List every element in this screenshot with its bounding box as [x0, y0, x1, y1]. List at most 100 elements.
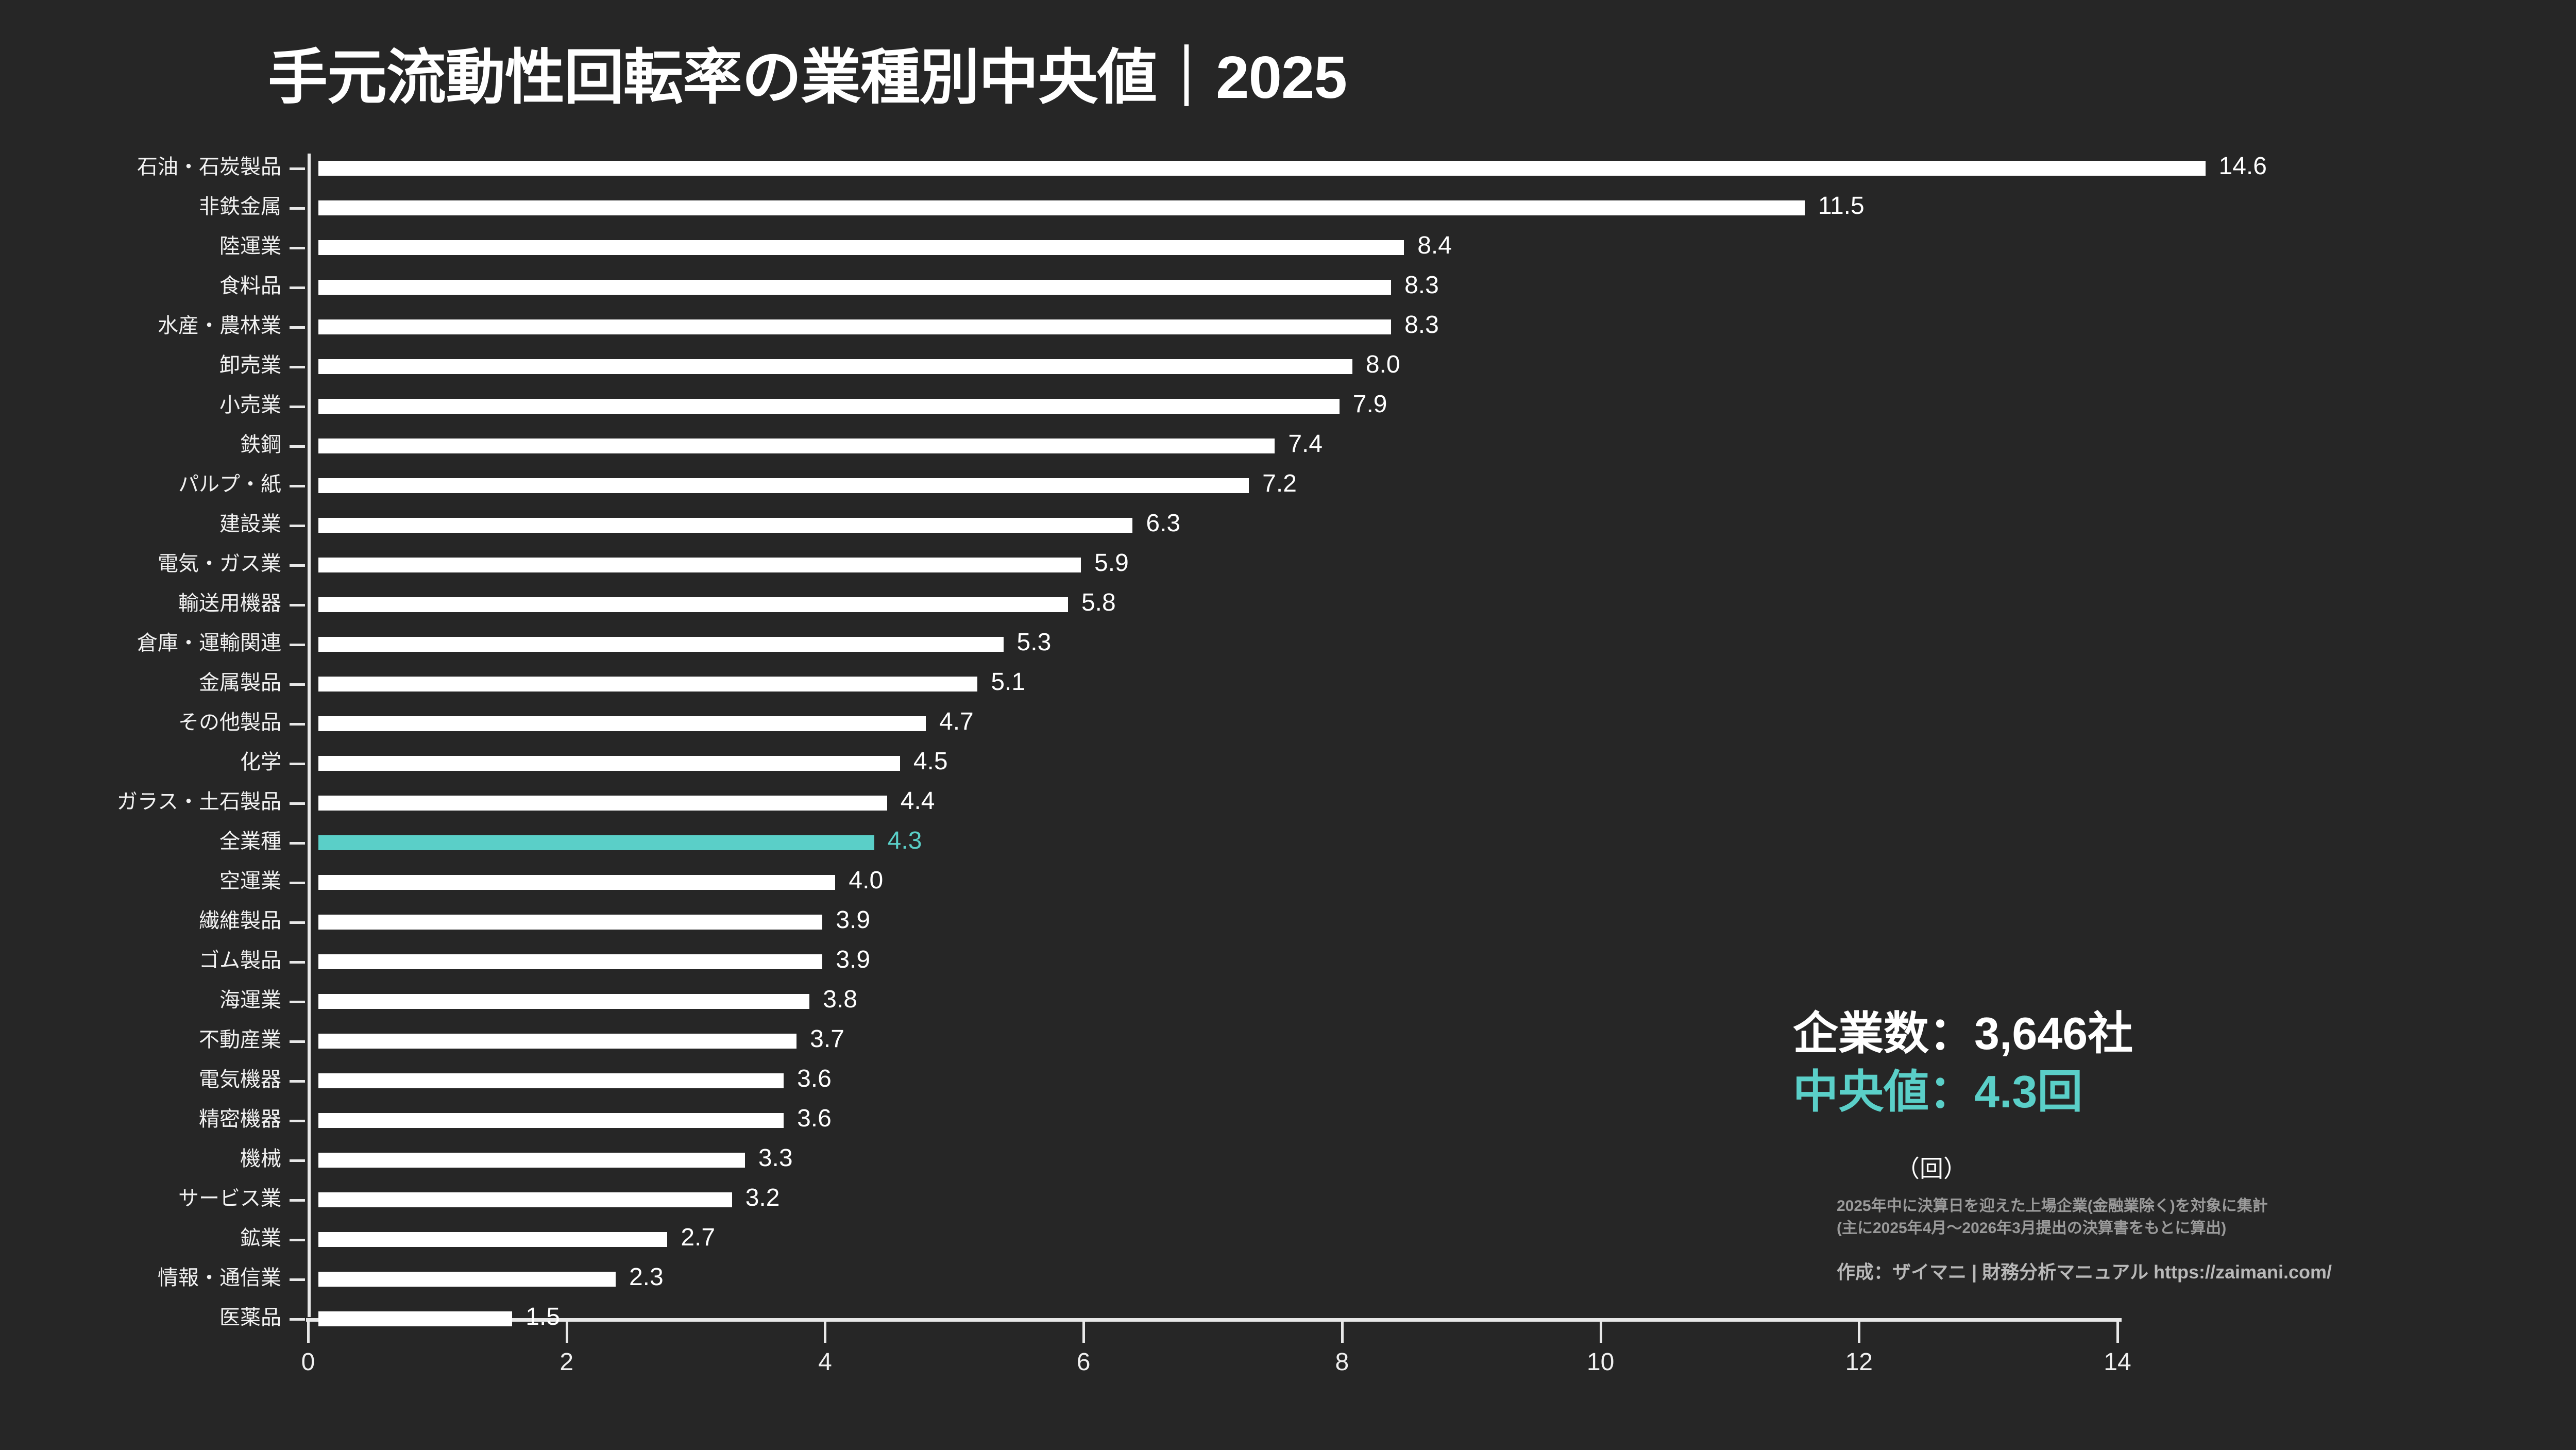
x-axis-tick-label: 0	[301, 1348, 315, 1376]
bar	[318, 796, 887, 811]
category-label: 海運業	[219, 989, 281, 1011]
bar-value-label: 4.5	[913, 748, 948, 775]
bar-value-label: 8.3	[1404, 311, 1439, 339]
category-label: 不動産業	[199, 1029, 281, 1051]
category-label: 化学	[240, 751, 281, 773]
bar-value-label: 5.3	[1016, 629, 1052, 656]
category-label: パルプ・紙	[178, 473, 281, 496]
category-label: 非鉄金属	[199, 195, 281, 218]
footnote-line-2: (主に2025年4月〜2026年3月提出の決算書をもとに算出)	[1837, 1219, 2227, 1237]
x-axis-tick	[1858, 1321, 1861, 1343]
bar-value-label: 7.2	[1262, 470, 1297, 497]
x-axis-tick-label: 6	[1076, 1348, 1091, 1376]
category-label: 医薬品	[219, 1306, 281, 1329]
bar-value-label: 6.3	[1146, 510, 1181, 537]
bar-value-label: 3.9	[836, 946, 871, 973]
y-axis-tick	[290, 445, 305, 448]
x-axis-tick-label: 4	[818, 1348, 832, 1376]
bar	[318, 359, 1352, 374]
bar	[318, 161, 2206, 176]
y-axis-tick	[290, 1120, 305, 1122]
y-axis-tick	[290, 286, 305, 289]
x-axis-line	[306, 1318, 2122, 1322]
y-axis-tick	[290, 326, 305, 329]
y-axis-tick	[290, 882, 305, 884]
y-axis-tick	[290, 802, 305, 805]
bar-value-label: 3.2	[745, 1184, 780, 1211]
category-label: その他製品	[178, 711, 281, 734]
footnote-block: 2025年中に決算日を迎えた上場企業(金融業除く)を対象に集計 (主に2025年…	[1837, 1195, 2558, 1239]
x-axis-tick	[307, 1321, 310, 1343]
y-axis-tick	[290, 485, 305, 487]
y-axis-tick	[290, 1318, 305, 1321]
y-axis-tick	[290, 763, 305, 765]
category-label: 卸売業	[219, 354, 281, 377]
x-axis-tick	[565, 1321, 568, 1343]
bar	[318, 597, 1068, 612]
y-axis-tick	[290, 921, 305, 924]
bar	[318, 558, 1081, 572]
bar-value-label: 5.9	[1094, 549, 1129, 577]
y-axis-tick	[290, 247, 305, 249]
bar	[318, 1311, 513, 1326]
bar	[318, 915, 823, 930]
bar-value-label: 3.6	[797, 1065, 832, 1092]
bar	[318, 954, 823, 969]
bar	[318, 1153, 745, 1168]
bar-value-label: 5.1	[991, 668, 1026, 696]
credit-line: 作成：ザイマニ | 財務分析マニュアル https://zaimani.com/	[1837, 1261, 2332, 1283]
y-axis-tick	[290, 1159, 305, 1162]
bar	[318, 478, 1249, 493]
y-axis-tick	[290, 525, 305, 527]
y-axis-tick	[290, 961, 305, 964]
category-label: 鉄鋼	[240, 433, 281, 456]
median-stat: 中央値：4.3回	[1793, 1066, 2083, 1117]
y-axis-tick	[290, 1080, 305, 1083]
category-label: 鉱業	[240, 1227, 281, 1250]
y-axis-tick	[290, 1239, 305, 1241]
x-axis-tick	[1599, 1321, 1602, 1343]
bar-value-label: 1.5	[526, 1303, 561, 1330]
category-label: 精密機器	[199, 1108, 281, 1131]
bar-value-label: 7.4	[1288, 430, 1323, 458]
bar	[318, 319, 1392, 334]
bar-value-label: 3.6	[797, 1105, 832, 1132]
x-axis-tick-label: 10	[1586, 1348, 1615, 1376]
y-axis-tick	[290, 406, 305, 408]
bar-value-label: 8.4	[1417, 232, 1452, 259]
category-label: サービス業	[178, 1187, 281, 1210]
bar-value-label: 3.3	[758, 1144, 793, 1172]
x-axis-tick-label: 2	[560, 1348, 574, 1376]
plot-area: 石油・石炭製品 14.6 非鉄金属 11.5 陸運業 8.4 食料品 8.3 水産・農林業 8.3…	[117, 149, 2267, 1375]
y-axis-tick	[290, 1278, 305, 1281]
category-label: 全業種	[219, 830, 281, 853]
bar	[318, 1113, 784, 1128]
bar	[318, 1073, 784, 1088]
bar-value-label: 3.7	[810, 1025, 844, 1053]
bar	[318, 1232, 668, 1247]
bar	[318, 1034, 797, 1049]
bar-value-label: 4.0	[849, 867, 884, 894]
y-axis-line	[308, 154, 311, 1317]
x-axis-tick-label: 14	[2104, 1348, 2131, 1376]
bar	[318, 1272, 616, 1287]
bar	[318, 518, 1133, 533]
x-axis-tick	[1082, 1321, 1086, 1343]
category-label: 水産・農林業	[158, 314, 281, 337]
stats-block: 企業数：3,646社 中央値：4.3回	[1793, 1005, 2524, 1121]
category-label: 小売業	[219, 394, 281, 416]
category-label: 空運業	[219, 870, 281, 892]
bar-value-label: 3.9	[836, 906, 871, 934]
y-axis-tick	[290, 723, 305, 726]
y-axis-tick	[290, 564, 305, 567]
x-axis-tick	[2116, 1321, 2119, 1343]
y-axis-tick	[290, 1199, 305, 1202]
bar-value-label: 14.6	[2218, 153, 2267, 180]
category-label: 倉庫・運輸関連	[137, 632, 281, 654]
category-label: 金属製品	[199, 671, 281, 694]
category-label: 情報・通信業	[158, 1267, 281, 1289]
y-axis-tick	[290, 644, 305, 646]
category-label: 陸運業	[219, 235, 281, 258]
category-label: 繊維製品	[199, 909, 281, 932]
